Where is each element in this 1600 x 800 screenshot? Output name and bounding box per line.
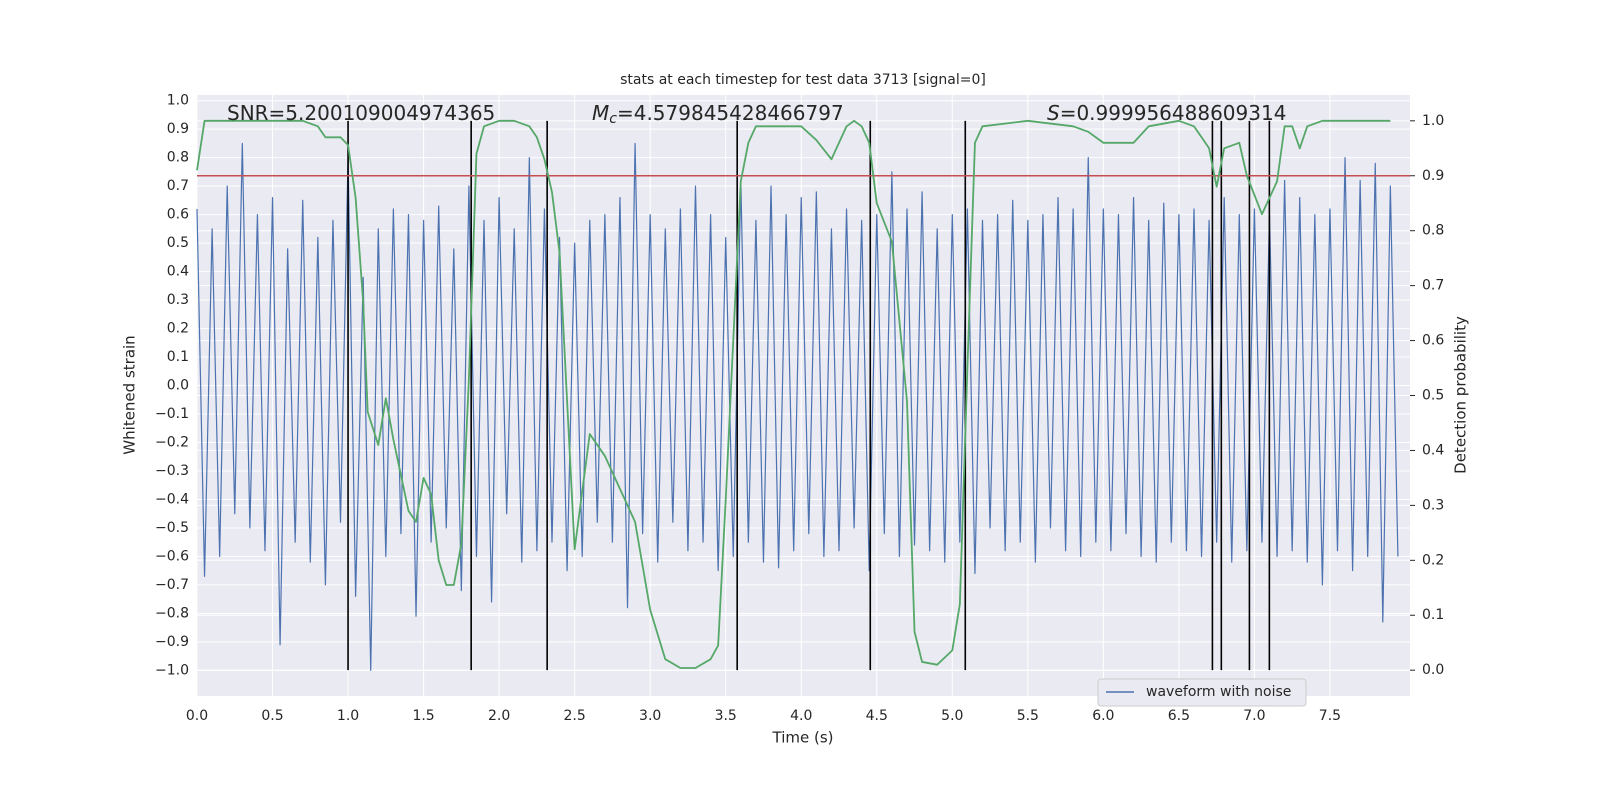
x-tick-label: 7.5 [1319, 708, 1341, 724]
y2-tick-label: 0.9 [1422, 168, 1444, 184]
y2-tick-label: 0.4 [1422, 442, 1444, 458]
y-tick-label: 1.0 [167, 93, 189, 109]
x-tick-label: 6.0 [1092, 708, 1114, 724]
y-tick-label: 0.2 [167, 321, 189, 337]
annotation-text: =4.579845428466797 [617, 101, 844, 125]
x-tick-label: 4.5 [866, 708, 888, 724]
y-tick-label: −0.5 [155, 520, 189, 536]
y-tick-label: −0.1 [155, 406, 189, 422]
y-tick-label: 0.1 [167, 349, 189, 365]
y2-axis-label: Detection probability [1452, 316, 1470, 474]
annotation-text: SNR=5.200109004974365 [227, 101, 495, 125]
x-tick-label: 2.5 [564, 708, 586, 724]
y-tick-label: −0.8 [155, 605, 189, 621]
annotation: S=0.999956488609314 [1047, 101, 1286, 125]
annotation: SNR=5.200109004974365 [227, 101, 495, 125]
x-tick-label: 6.5 [1168, 708, 1190, 724]
x-tick-label: 1.0 [337, 708, 359, 724]
y2-tick-label: 0.7 [1422, 278, 1444, 294]
y-tick-label: 0.4 [167, 264, 189, 280]
x-tick-label: 3.0 [639, 708, 661, 724]
annotation-symbol: M [592, 101, 609, 125]
x-tick-label: 7.0 [1243, 708, 1265, 724]
chart-title: stats at each timestep for test data 371… [620, 72, 986, 88]
y-tick-label: −1.0 [155, 662, 189, 678]
y-tick-label: 0.7 [167, 178, 189, 194]
x-tick-label: 0.5 [261, 708, 283, 724]
y2-tick-label: 0.6 [1422, 333, 1444, 349]
annotation-symbol: S [1047, 101, 1060, 125]
y2-tick-label: 0.2 [1422, 552, 1444, 568]
y-tick-label: −0.4 [155, 491, 189, 507]
x-tick-label: 0.0 [186, 708, 208, 724]
x-tick-label: 5.5 [1017, 708, 1039, 724]
x-tick-label: 2.0 [488, 708, 510, 724]
legend-box [1097, 678, 1307, 707]
y2-tick-label: 0.0 [1422, 662, 1444, 678]
y2-tick-label: 0.8 [1422, 223, 1444, 239]
annotation-subscript: c [609, 111, 617, 127]
y-axis-label: Whitened strain [121, 335, 139, 454]
x-axis-label: Time (s) [772, 729, 834, 747]
legend-label: waveform with noise [1146, 684, 1291, 700]
y2-tick-label: 0.5 [1422, 388, 1444, 404]
y-tick-label: 0.0 [167, 378, 189, 394]
y-tick-label: 0.8 [167, 150, 189, 166]
y2-tick-label: 0.3 [1422, 497, 1444, 513]
x-tick-label: 5.0 [941, 708, 963, 724]
annotation: Mc=4.579845428466797 [592, 101, 844, 128]
y-tick-label: 0.9 [167, 121, 189, 137]
probability-line [196, 119, 1391, 669]
y-tick-label: −0.3 [155, 463, 189, 479]
x-tick-label: 1.5 [412, 708, 434, 724]
annotation-text: =0.999956488609314 [1060, 101, 1287, 125]
y-tick-label: −0.7 [155, 577, 189, 593]
legend: waveform with noise [1097, 678, 1307, 707]
y-tick-label: −0.9 [155, 634, 189, 650]
y-tick-label: 0.6 [167, 207, 189, 223]
waveform-line [196, 142, 1399, 671]
y-tick-label: −0.6 [155, 548, 189, 564]
x-tick-label: 3.5 [715, 708, 737, 724]
y-tick-label: 0.3 [167, 292, 189, 308]
y2-tick-label: 1.0 [1422, 113, 1444, 129]
y-tick-label: −0.2 [155, 434, 189, 450]
y2-tick-label: 0.1 [1422, 607, 1444, 623]
x-tick-label: 4.0 [790, 708, 812, 724]
y-tick-label: 0.5 [167, 235, 189, 251]
